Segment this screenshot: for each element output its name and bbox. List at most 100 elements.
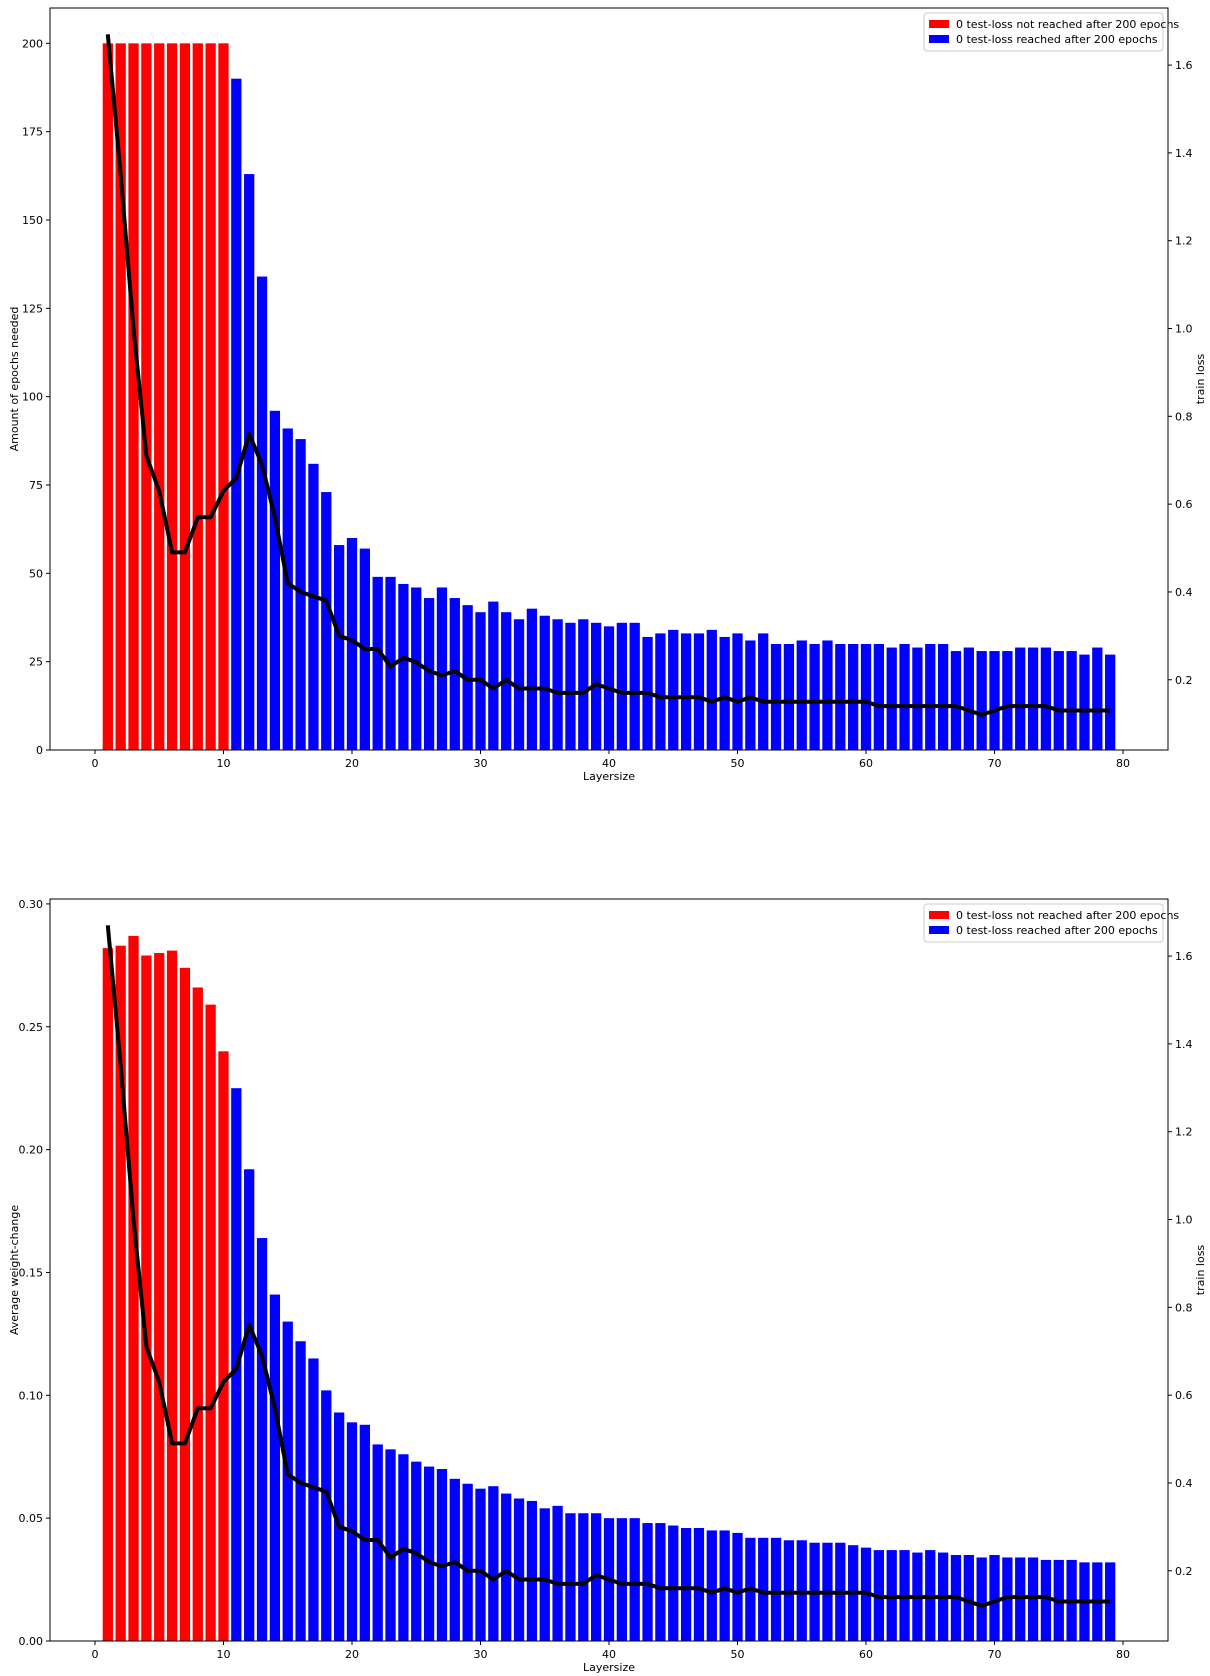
bar (321, 492, 332, 750)
bar (244, 174, 255, 751)
bar (578, 1513, 589, 1641)
x-tick-label: 10 (216, 757, 230, 770)
x-tick-label: 70 (988, 757, 1002, 770)
y-tick-label: 200 (22, 37, 43, 50)
y2-tick-label: 0.8 (1175, 1301, 1193, 1314)
bar (745, 640, 756, 750)
bar (154, 953, 165, 1641)
y2-tick-label: 0.2 (1175, 1565, 1193, 1578)
x-axis-label: Layersize (583, 770, 635, 783)
bar (449, 598, 460, 750)
bar (488, 1486, 499, 1641)
bar (436, 587, 448, 750)
bar (423, 598, 435, 750)
bar (115, 43, 126, 751)
bar (141, 955, 152, 1641)
bar (565, 622, 576, 750)
bar (1027, 1557, 1039, 1641)
weight-change-chart: 0 10 20 30 40 50 60 70 80 0.00 0.05 0.10 0.15 0.20 0.2… (8, 898, 1207, 1674)
y2-tick-label: 1.4 (1175, 1038, 1193, 1051)
x-tick-label: 70 (988, 1648, 1002, 1661)
bar (462, 1483, 473, 1641)
y2-tick-label: 1.4 (1175, 147, 1193, 160)
bar (976, 651, 987, 750)
y-tick-label: 125 (22, 302, 43, 315)
bar (706, 629, 717, 750)
bar (269, 410, 281, 750)
y-tick-label: 0.05 (19, 1512, 44, 1525)
bar (513, 1498, 525, 1641)
bar (308, 463, 319, 750)
bar (449, 1478, 460, 1641)
bar (346, 538, 358, 750)
bar (835, 644, 846, 750)
bar (295, 1341, 306, 1641)
bar (295, 439, 306, 750)
y2-tick-label: 0.4 (1175, 1477, 1193, 1490)
bar (488, 601, 499, 750)
y-tick-label: 25 (29, 656, 43, 669)
y2-axis-label: train loss (1194, 1245, 1207, 1296)
bar (706, 1530, 717, 1641)
bar (128, 43, 139, 751)
bar (963, 1555, 974, 1641)
epochs-chart: 0 10 20 30 40 50 60 70 80 0 25 50 75 100 125 150 175 200 0… (8, 7, 1207, 783)
y-tick-label: 50 (29, 567, 43, 580)
bar (179, 967, 191, 1641)
bar (719, 1530, 730, 1641)
legend-label: 0 test-loss not reached after 200 epochs (956, 909, 1179, 922)
x-tick-label: 30 (473, 757, 487, 770)
bar (1015, 647, 1026, 750)
bar (796, 1540, 807, 1641)
y2-axis-label: train loss (1194, 354, 1207, 405)
x-axis-label: Layersize (583, 1661, 635, 1674)
bar (115, 945, 126, 1641)
bar (989, 1555, 1000, 1641)
bar (308, 1358, 319, 1641)
bar (359, 1424, 370, 1641)
bar (179, 43, 191, 751)
bar (552, 1505, 563, 1641)
bar (796, 640, 807, 750)
bar (205, 1004, 216, 1641)
bar (1053, 651, 1064, 750)
x-tick-label: 80 (1116, 757, 1130, 770)
bar (1040, 647, 1052, 750)
x-tick-label: 20 (345, 757, 359, 770)
bar (629, 1518, 640, 1641)
bar (616, 622, 627, 750)
legend (923, 903, 1164, 943)
y2-tick-label: 0.4 (1175, 586, 1193, 599)
bar (860, 644, 872, 750)
y2-tick-label: 0.2 (1175, 674, 1193, 687)
legend-swatch (929, 35, 949, 43)
bar (333, 545, 345, 750)
x-tick-label: 80 (1116, 1648, 1130, 1661)
bar (256, 276, 268, 750)
bar (693, 633, 705, 750)
bar (218, 1051, 229, 1641)
bar (128, 935, 139, 1641)
x-tick-label: 60 (859, 757, 873, 770)
bar (783, 1540, 795, 1641)
bar (732, 633, 743, 750)
bar (102, 948, 113, 1641)
bar (166, 950, 178, 1641)
bar (154, 43, 165, 751)
bar (256, 1238, 268, 1641)
y-tick-label: 0.10 (19, 1389, 44, 1402)
bar (552, 619, 563, 750)
bar (1027, 647, 1039, 750)
y2-tick-label: 1.0 (1175, 323, 1193, 336)
train-loss-line (105, 925, 1111, 1608)
bar (1002, 1557, 1013, 1641)
bar (912, 647, 923, 750)
bar (231, 78, 242, 750)
bar (192, 43, 203, 751)
bar (1040, 1559, 1052, 1641)
bar (218, 43, 229, 751)
legend-swatch (929, 926, 949, 934)
bar (372, 576, 383, 750)
bar (1002, 651, 1013, 750)
